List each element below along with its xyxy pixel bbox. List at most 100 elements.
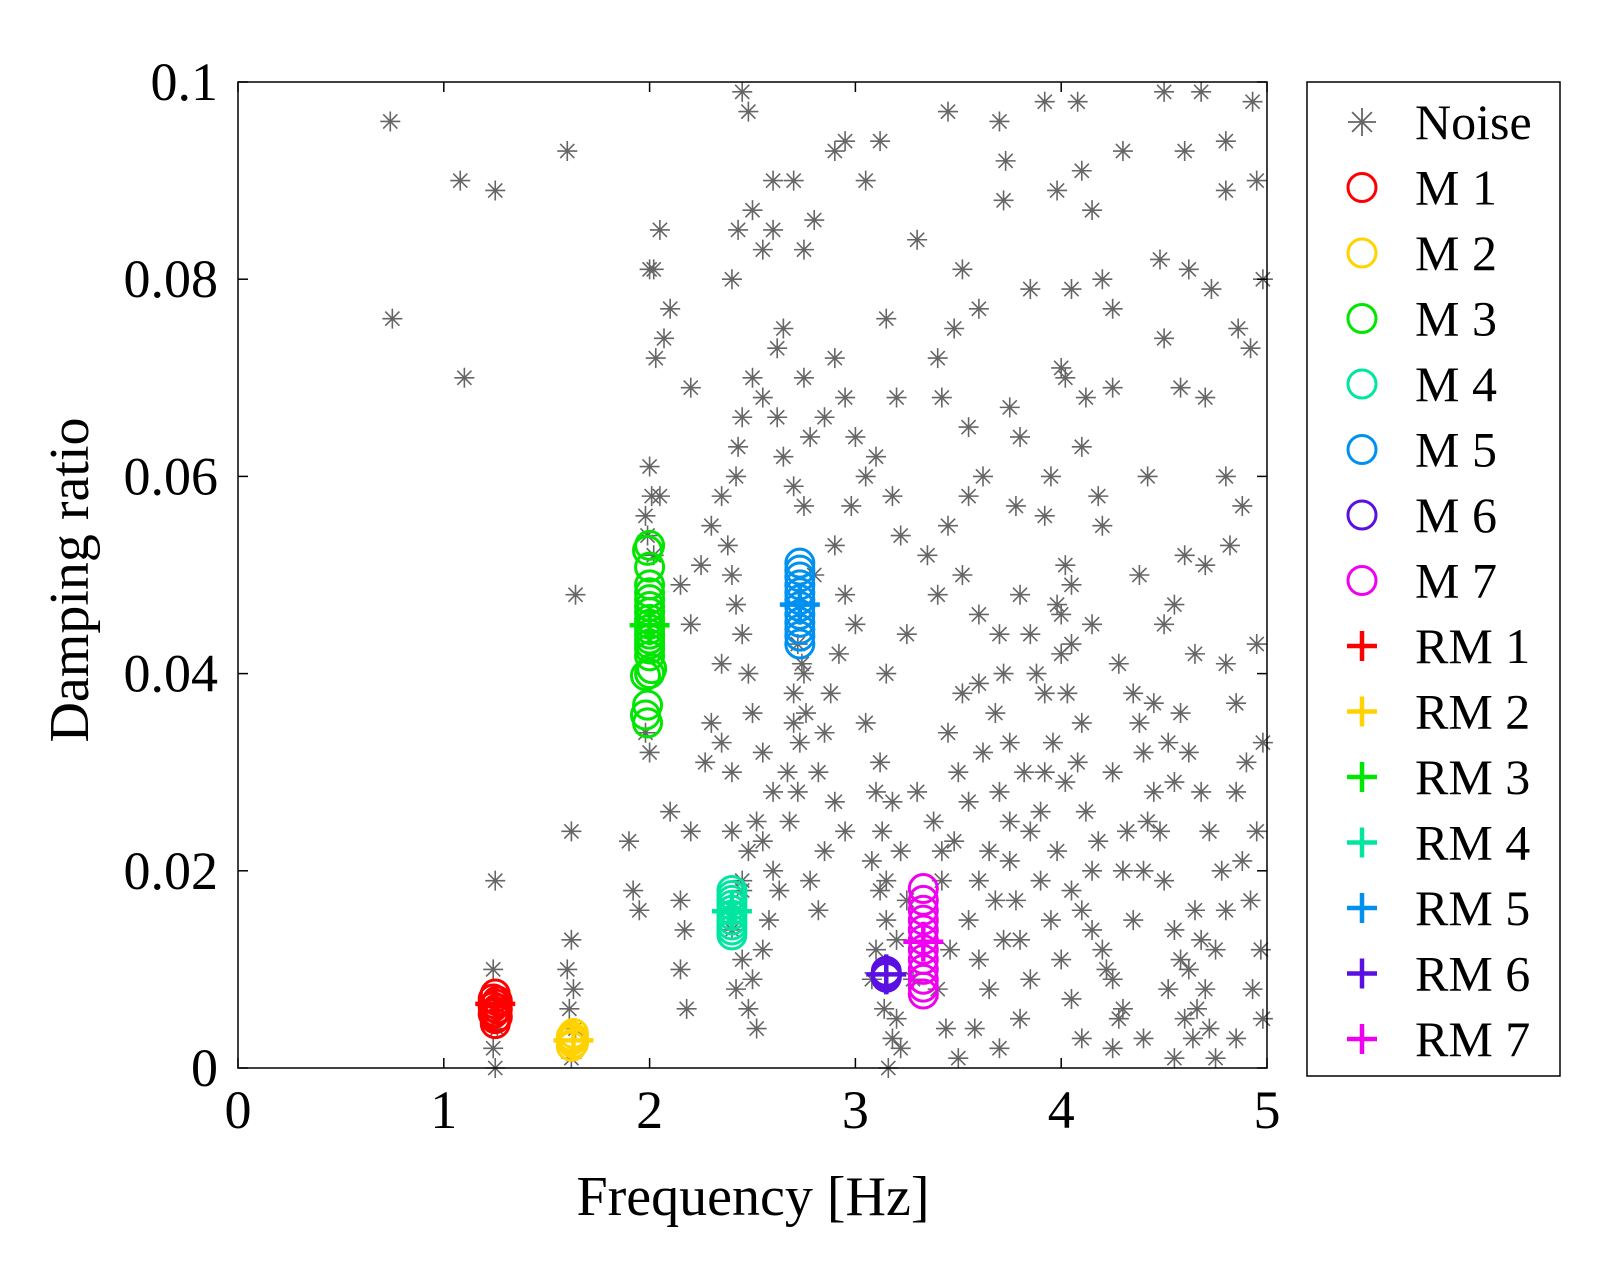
noise-point [676, 998, 697, 1019]
noise-point [1010, 584, 1031, 605]
noise-point [787, 781, 808, 802]
noise-point [1184, 643, 1205, 664]
noise-point [450, 170, 471, 191]
noise-point [948, 1048, 969, 1069]
noise-point [670, 959, 691, 980]
noise-point [738, 101, 759, 122]
noise-point [1061, 880, 1082, 901]
noise-point [1226, 781, 1247, 802]
noise-point [999, 811, 1020, 832]
noise-point [1201, 279, 1222, 300]
noise-point [927, 584, 948, 605]
noise-point [1149, 821, 1170, 842]
noise-point [732, 407, 753, 428]
noise-point [979, 841, 1000, 862]
noise-point [1191, 781, 1212, 802]
noise-point [793, 239, 814, 260]
noise-point [1057, 683, 1078, 704]
noise-point [1215, 131, 1236, 152]
noise-point [619, 831, 640, 852]
noise-point [985, 703, 1006, 724]
noise-point [985, 890, 1006, 911]
noise-point [639, 742, 660, 763]
noise-point [1047, 841, 1068, 862]
noise-point [1082, 860, 1103, 881]
series-rm-1 [475, 983, 516, 1024]
noise-point [738, 841, 759, 862]
noise-point [1102, 1038, 1123, 1059]
noise-point [1215, 653, 1236, 674]
legend-item: M 4 [1346, 356, 1497, 412]
legend-item: M 7 [1346, 553, 1497, 609]
representative-mode-point [553, 1020, 594, 1061]
noise-point [789, 732, 810, 753]
x-tick-label: 4 [1048, 1080, 1075, 1140]
representative-mode-point [866, 954, 907, 995]
noise-point [1211, 860, 1232, 881]
noise-point [1232, 850, 1253, 871]
noise-point [948, 762, 969, 783]
noise-point [1014, 762, 1035, 783]
legend-item: M 1 [1346, 160, 1497, 216]
legend-marker-plus [1347, 958, 1377, 989]
noise-point [752, 239, 773, 260]
noise-point [1143, 781, 1164, 802]
noise-point [670, 574, 691, 595]
noise-point [890, 841, 911, 862]
noise-point [1133, 742, 1154, 763]
noise-point [1010, 929, 1031, 950]
noise-point [1071, 160, 1092, 181]
legend-marker-circle [1346, 368, 1378, 400]
noise-point [814, 722, 835, 743]
legend-label: M 1 [1415, 160, 1497, 216]
noise-point [691, 555, 712, 576]
noise-point [1047, 180, 1068, 201]
series-rm-5 [779, 584, 820, 625]
noise-point [758, 910, 779, 931]
noise-point [643, 545, 664, 566]
noise-point [738, 998, 759, 1019]
noise-point [1154, 328, 1175, 349]
noise-point [1195, 555, 1216, 576]
noise-point [1020, 624, 1041, 645]
noise-point [927, 348, 948, 369]
noise-point [1246, 170, 1267, 191]
noise-point [783, 683, 804, 704]
legend-label: M 4 [1415, 356, 1497, 412]
noise-point [1112, 860, 1133, 881]
noise-point [711, 653, 732, 674]
noise-point [1215, 900, 1236, 921]
legend-label: RM 4 [1415, 815, 1530, 871]
noise-point [1226, 1028, 1247, 1049]
noise-point [1082, 919, 1103, 940]
noise-point [876, 308, 897, 329]
noise-point [1067, 91, 1088, 112]
legend-marker-circle [1346, 499, 1378, 531]
noise-point [828, 643, 849, 664]
noise-point [1051, 604, 1072, 625]
noise-point [1191, 81, 1212, 102]
noise-point [1030, 870, 1051, 891]
noise-point [742, 367, 763, 388]
noise-point [1061, 988, 1082, 1009]
noise-point [882, 486, 903, 507]
noise-point [1117, 821, 1138, 842]
mode-point [907, 971, 939, 1003]
legend-item: Noise [1348, 94, 1532, 150]
noise-point [865, 781, 886, 802]
noise-point [701, 515, 722, 536]
noise-point [1158, 732, 1179, 753]
noise-point [1055, 772, 1076, 793]
noise-point [1108, 653, 1129, 674]
noise-point [1178, 742, 1199, 763]
noise-point [968, 949, 989, 970]
noise-point [940, 939, 961, 960]
noise-point [783, 170, 804, 191]
legend-label: RM 3 [1415, 749, 1530, 805]
legend-marker-plus [1347, 1024, 1377, 1054]
noise-point [1170, 377, 1191, 398]
noise-point [917, 545, 938, 566]
series-rm-3 [629, 605, 670, 646]
legend-marker-plus [1347, 631, 1377, 661]
noise-point [726, 979, 747, 1000]
